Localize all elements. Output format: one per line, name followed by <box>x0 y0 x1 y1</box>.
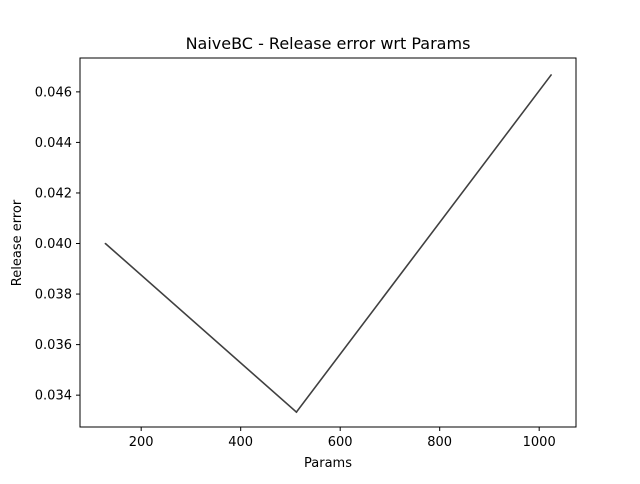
x-tick-label: 600 <box>328 435 353 450</box>
data-point <box>295 411 298 413</box>
x-tick-label: 800 <box>427 435 452 450</box>
data-point <box>104 242 107 245</box>
y-axis: 0.034 0.036 0.038 0.040 0.042 0.044 0.046 <box>35 85 80 404</box>
y-tick-label: 0.046 <box>35 85 72 100</box>
chart-title: NaiveBC - Release error wrt Params <box>186 34 471 53</box>
y-tick-label: 0.042 <box>35 186 72 201</box>
data-point <box>550 74 552 76</box>
x-tick-label: 1000 <box>523 435 556 450</box>
x-axis: 200 400 600 800 1000 <box>129 427 556 450</box>
y-tick-label: 0.040 <box>35 237 72 252</box>
y-tick-label: 0.044 <box>35 136 72 151</box>
series-layer <box>104 74 552 414</box>
x-tick-label: 400 <box>228 435 253 450</box>
x-tick-label: 200 <box>129 435 154 450</box>
plot-frame <box>79 57 577 428</box>
y-tick-label: 0.036 <box>35 338 72 353</box>
y-tick-label: 0.038 <box>35 288 72 303</box>
y-tick-label: 0.034 <box>35 389 72 404</box>
x-axis-label: Params <box>304 456 352 471</box>
y-axis-label: Release error <box>10 199 25 286</box>
